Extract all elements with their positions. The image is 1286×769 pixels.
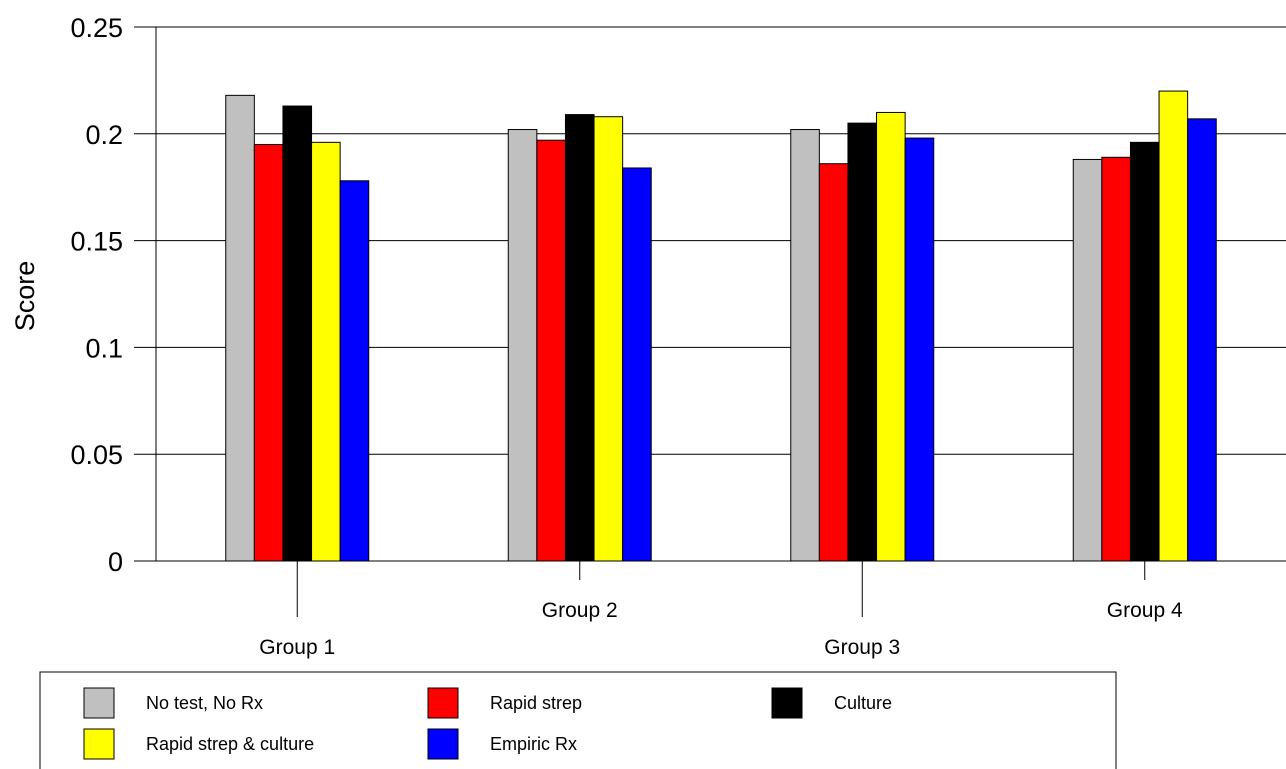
bar (564, 114, 595, 562)
legend-label: No test, No Rx (146, 693, 263, 713)
legend-box (39, 671, 1117, 769)
y-tick-label: 0.05 (70, 440, 123, 470)
y-tick-label: 0.2 (85, 120, 123, 150)
legend-label: Rapid strep (490, 693, 582, 713)
bar (225, 94, 255, 562)
x-category-label: Group 3 (824, 636, 900, 659)
legend-swatch (771, 687, 803, 719)
bar (818, 163, 849, 562)
x-category-label: Group 2 (542, 599, 618, 622)
bar (904, 137, 935, 562)
bar (1158, 90, 1189, 562)
legend-swatch (427, 728, 459, 760)
axes (134, 26, 1286, 617)
bar (876, 111, 906, 562)
x-category-label: Group 4 (1107, 599, 1183, 622)
bar (536, 139, 566, 562)
legend-label: Empiric Rx (490, 734, 577, 754)
bar (282, 105, 313, 562)
tick-labels: 0 0.05 0.1 0.15 0.2 0.25 Group 1 Group 2 Group 3… (70, 13, 1183, 659)
legend: No test, No Rx Rapid strep Culture Rapid st… (39, 671, 1117, 769)
legend-label: Culture (834, 693, 892, 713)
y-tick-label: 0.15 (70, 227, 123, 257)
bar (1072, 158, 1103, 562)
legend-label: Rapid strep & culture (146, 734, 314, 754)
bar (1129, 141, 1160, 562)
bar (1187, 118, 1217, 562)
bar (790, 129, 820, 562)
x-category-label: Group 1 (259, 636, 335, 659)
bar (339, 180, 370, 562)
legend-swatch (83, 687, 115, 719)
bar (1101, 156, 1131, 562)
y-tick-label: 0 (108, 547, 123, 577)
bars (225, 90, 1217, 562)
y-tick-label: 0.1 (85, 333, 123, 363)
bar (622, 167, 652, 562)
legend-swatch (427, 687, 459, 719)
bar (507, 129, 538, 562)
legend-swatch (83, 728, 115, 760)
bar (847, 122, 878, 562)
bar (253, 143, 284, 562)
y-axis-title: Score (10, 261, 40, 332)
bar (311, 141, 341, 562)
bar (593, 116, 624, 562)
y-tick-label: 0.25 (70, 13, 123, 43)
